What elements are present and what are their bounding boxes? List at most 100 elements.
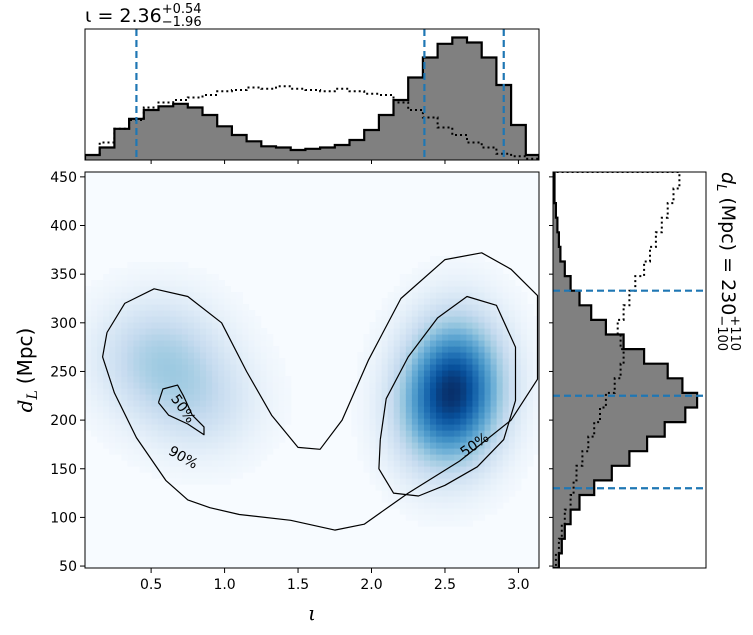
heatmap-cell [460, 424, 467, 431]
heatmap-cell [423, 418, 431, 425]
heatmap-cell [532, 436, 539, 443]
heatmap-cell [139, 370, 147, 377]
heatmap-cell [411, 280, 419, 287]
heatmap-cell [109, 316, 116, 323]
heatmap-cell [206, 472, 213, 479]
heatmap-cell [454, 274, 461, 281]
heatmap-cell [490, 418, 498, 425]
heatmap-cell [375, 346, 383, 353]
heatmap-cell [357, 370, 365, 377]
heatmap-cell [466, 382, 474, 389]
heatmap-cell [218, 292, 225, 299]
heatmap-cell [478, 430, 486, 437]
heatmap-cell [532, 340, 539, 347]
heatmap-cell [490, 310, 498, 317]
heatmap-cell [411, 388, 419, 395]
heatmap-cell [399, 304, 407, 311]
heatmap-cell [417, 436, 425, 443]
y-tick-label: 150 [50, 462, 77, 478]
heatmap-cell [212, 454, 219, 461]
heatmap-cell [399, 502, 407, 509]
heatmap-cell [133, 358, 141, 365]
heatmap-cell [466, 502, 474, 509]
heatmap-cell [121, 322, 128, 329]
heatmap-cell [97, 388, 104, 395]
heatmap-cell [97, 394, 104, 401]
heatmap-cell [266, 376, 274, 383]
heatmap-cell [508, 286, 516, 293]
heatmap-cell [115, 376, 122, 383]
heatmap-cell [212, 424, 219, 431]
heatmap-cell [496, 466, 504, 473]
heatmap-cell [212, 442, 219, 449]
y-tick-label: 400 [50, 219, 77, 235]
heatmap-cell [399, 412, 407, 419]
heatmap-cell [442, 358, 449, 365]
heatmap-cell [121, 304, 128, 311]
heatmap-cell [472, 364, 480, 371]
heatmap-cell [484, 364, 492, 371]
heatmap-cell [423, 280, 431, 287]
heatmap-cell [193, 358, 201, 365]
heatmap-cell [411, 508, 419, 515]
heatmap-cell [387, 388, 395, 395]
heatmap-cell [133, 280, 141, 287]
heatmap-cell [448, 418, 455, 425]
heatmap-cell [532, 370, 539, 377]
heatmap-cell [411, 292, 419, 299]
heatmap-cell [121, 280, 128, 287]
heatmap-cell [454, 322, 461, 329]
heatmap-cell [97, 424, 104, 431]
heatmap-cell [466, 340, 474, 347]
heatmap-cell [169, 418, 177, 425]
heatmap-cell [405, 376, 413, 383]
heatmap-cell [236, 322, 243, 329]
heatmap-cell [514, 316, 522, 323]
heatmap-cell [484, 340, 492, 347]
heatmap-cell [478, 442, 486, 449]
heatmap-cell [97, 310, 104, 317]
heatmap-cell [284, 376, 292, 383]
heatmap-cell [466, 316, 474, 323]
heatmap-cell [490, 460, 498, 467]
heatmap-cell [502, 472, 510, 479]
heatmap-cell [103, 388, 110, 395]
x-tick-label: 0.5 [140, 577, 162, 593]
heatmap-cell [163, 358, 171, 365]
heatmap-cell [472, 268, 480, 275]
heatmap-cell [387, 352, 395, 359]
heatmap-cell [393, 334, 401, 341]
heatmap-cell [417, 496, 425, 503]
distance-summary-symbol: d [717, 172, 739, 185]
heatmap-cell [466, 376, 474, 383]
heatmap-cell [508, 382, 516, 389]
heatmap-cell [387, 436, 395, 443]
heatmap-cell [169, 316, 177, 323]
heatmap-cell [193, 388, 201, 395]
heatmap-cell [115, 316, 122, 323]
heatmap-cell [230, 472, 237, 479]
heatmap-cell [417, 424, 425, 431]
heatmap-cell [206, 280, 213, 287]
heatmap-cell [181, 268, 189, 275]
heatmap-cell [230, 328, 237, 335]
heatmap-cell [248, 364, 256, 371]
heatmap-cell [127, 400, 135, 407]
heatmap-cell [478, 280, 486, 287]
heatmap-cell [369, 364, 377, 371]
heatmap-cell [175, 304, 183, 311]
heatmap-cell [266, 406, 274, 413]
heatmap-cell [109, 280, 116, 287]
heatmap-cell [387, 406, 395, 413]
heatmap-cell [157, 430, 165, 437]
heatmap-cell [460, 322, 467, 329]
heatmap-cell [181, 334, 189, 341]
heatmap-cell [175, 298, 183, 305]
heatmap-cell [381, 334, 389, 341]
heatmap-cell [393, 370, 401, 377]
heatmap-cell [212, 382, 219, 389]
heatmap-cell [151, 322, 159, 329]
heatmap-cell [357, 376, 365, 383]
heatmap-cell [181, 286, 189, 293]
heatmap-cell [508, 280, 516, 287]
